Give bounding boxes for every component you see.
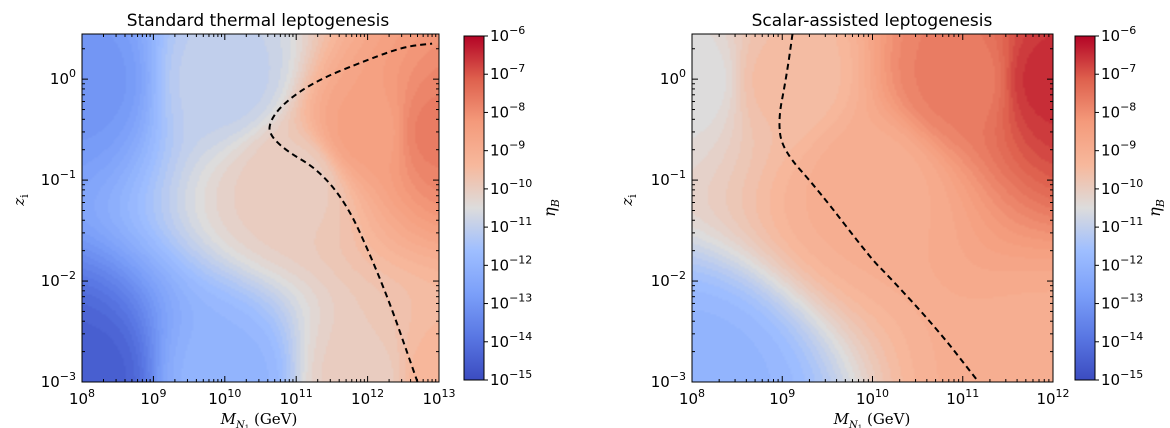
- y-axis-label: zi: [618, 194, 639, 207]
- chart-title: Scalar-assisted leptogenesis: [752, 11, 993, 31]
- y-tick-label: 10−3: [651, 370, 686, 391]
- panel-standard: Standard thermal leptogenesis 108 109 1010…: [10, 11, 562, 428]
- x-tick-label: 1013: [422, 387, 455, 408]
- colorbar-label: ηB: [1145, 199, 1167, 217]
- colorbar-tick-label: 10−14: [490, 330, 532, 351]
- y-axis-label: zi: [10, 194, 31, 207]
- x-tick-label: 1010: [856, 387, 889, 408]
- x-tick-label: 108: [69, 387, 95, 408]
- x-tick-label: 1011: [280, 387, 313, 408]
- colorbar-tick-label: 10−12: [1101, 253, 1143, 274]
- colorbar-tick-label: 10−12: [490, 253, 532, 274]
- colorbar-tick-label: 10−10: [1101, 177, 1143, 198]
- chart-title: Standard thermal leptogenesis: [127, 11, 390, 31]
- colorbar-tick-label: 10−11: [1101, 215, 1143, 236]
- colorbar-tick-label: 10−9: [1101, 139, 1136, 160]
- colorbar-tick-label: 10−14: [1101, 330, 1143, 351]
- y-axis: 10−3 10−2 10−1 100: [651, 48, 1053, 391]
- heatmap-image: [692, 34, 1053, 382]
- x-tick-label: 1010: [208, 387, 241, 408]
- colorbar: [1074, 35, 1096, 381]
- observed-eta-contour: [778, 33, 980, 383]
- y-tick-label: 10−3: [41, 370, 76, 391]
- x-axis-label: MN1 (GeV): [220, 410, 298, 428]
- x-tick-label: 109: [769, 387, 795, 408]
- y-tick-label: 10−1: [651, 168, 686, 189]
- colorbar: [463, 35, 485, 381]
- colorbar-tick-label: 10−13: [490, 292, 532, 313]
- colorbar-tick-label: 10−6: [1101, 24, 1136, 45]
- colorbar-tick-label: 10−7: [1101, 62, 1136, 83]
- x-axis-label: MN1 (GeV): [833, 410, 911, 428]
- colorbar-tick-label: 10−11: [490, 215, 532, 236]
- colorbar-tick-label: 10−8: [490, 100, 525, 121]
- x-tick-label: 108: [679, 387, 705, 408]
- heatmap-area: [82, 34, 439, 382]
- colorbar-tick-label: 10−9: [490, 139, 525, 160]
- colorbar-tick-label: 10−10: [490, 177, 532, 198]
- axes-frame: [81, 33, 440, 383]
- x-tick-label: 1012: [351, 387, 384, 408]
- heatmap-area: [692, 34, 1053, 382]
- y-tick-label: 100: [50, 67, 76, 88]
- colorbar-tick-label: 10−6: [490, 24, 525, 45]
- y-tick-label: 10−2: [651, 269, 686, 290]
- heatmap-image: [82, 34, 439, 382]
- colorbar-tick-label: 10−13: [1101, 292, 1143, 313]
- y-axis: 10−3 10−2 10−1 100: [41, 48, 439, 391]
- y-tick-label: 10−1: [41, 168, 76, 189]
- y-tick-label: 10−2: [41, 269, 76, 290]
- panel-scalar-assisted: Scalar-assisted leptogenesis 108 109 1010 1…: [618, 11, 1167, 428]
- colorbar-tick-label: 10−15: [1101, 368, 1143, 389]
- x-axis: 108 109 1010 1011 1012 1013: [69, 34, 456, 408]
- x-axis: 108 109 1010 1011 1012: [679, 34, 1070, 408]
- y-tick-label: 100: [660, 67, 686, 88]
- colorbar-tick-label: 10−7: [490, 62, 525, 83]
- colorbar-ticks: 10−15 10−14 10−13 10−12 10−11 10−10 10−9 10−8 10…: [484, 24, 532, 389]
- observed-eta-contour: [268, 42, 433, 383]
- x-tick-label: 1012: [1036, 387, 1069, 408]
- colorbar-tick-label: 10−15: [490, 368, 532, 389]
- x-tick-label: 1011: [946, 387, 979, 408]
- colorbar-ticks: 10−15 10−14 10−13 10−12 10−11 10−10 10−9 10−8 10…: [1095, 24, 1143, 389]
- colorbar-tick-label: 10−8: [1101, 100, 1136, 121]
- x-tick-label: 109: [140, 387, 166, 408]
- colorbar-label: ηB: [540, 199, 562, 217]
